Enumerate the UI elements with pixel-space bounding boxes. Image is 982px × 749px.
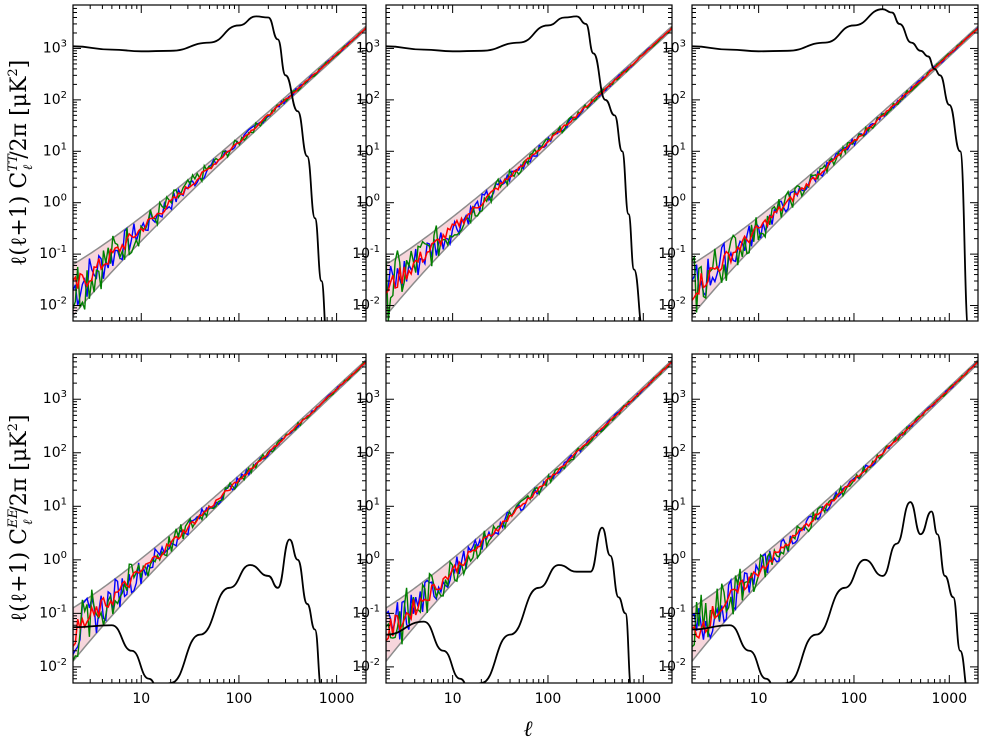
y-tick-label: 10-1 bbox=[658, 603, 686, 621]
panel-tt-1: 10-2 10-1 100 101 102 103 bbox=[39, 4, 367, 322]
panel-ee-2: 10-2 10-1 100 101 102 103 10 100 1000 bbox=[352, 353, 673, 707]
y-tick-label: 103 bbox=[43, 389, 67, 407]
y-tick-label: 103 bbox=[356, 38, 380, 56]
y-tick-label: 10-2 bbox=[39, 657, 67, 675]
panel-tt-2: 10-2 10-1 100 101 102 103 bbox=[352, 4, 673, 322]
mean-red-line bbox=[386, 27, 672, 294]
plot-area bbox=[386, 358, 672, 683]
x-axis-label: ℓ bbox=[523, 717, 533, 742]
plot-area bbox=[386, 15, 672, 321]
plot-area bbox=[692, 358, 978, 683]
x-tick-label: 100 bbox=[226, 691, 253, 707]
scatter-band bbox=[386, 358, 672, 663]
y-tick-label: 100 bbox=[662, 193, 686, 211]
y-tick-label: 101 bbox=[356, 496, 380, 514]
y-tick-label: 10-2 bbox=[352, 296, 380, 314]
y-tick-label: 101 bbox=[43, 496, 67, 514]
signal-black-line bbox=[692, 501, 967, 683]
x-tick-label: 100 bbox=[841, 691, 868, 707]
y-tick-label: 10-1 bbox=[352, 603, 380, 621]
y-tick-label: 102 bbox=[662, 90, 686, 108]
y-tick-label: 10-1 bbox=[352, 244, 380, 262]
x-tick-label: 10 bbox=[444, 691, 462, 707]
mean-red-line bbox=[386, 361, 672, 642]
y-tick-label: 10-2 bbox=[352, 657, 380, 675]
mean-red-line bbox=[692, 361, 978, 640]
scatter-band bbox=[73, 358, 366, 663]
mean-red-line bbox=[692, 27, 978, 301]
y-tick-label: 101 bbox=[356, 141, 380, 159]
y-axis-label: ℓ(ℓ+1) CEEℓ/2π [μK2] bbox=[6, 415, 36, 623]
mean-red-line bbox=[73, 361, 366, 647]
y-tick-label: 102 bbox=[356, 90, 380, 108]
y-tick-label: 102 bbox=[43, 90, 67, 108]
y-tick-label: 100 bbox=[43, 193, 67, 211]
x-tick-label: 1000 bbox=[625, 691, 661, 707]
y-tick-label: 101 bbox=[662, 496, 686, 514]
signal-black-line bbox=[73, 538, 321, 683]
y-tick-label: 10-2 bbox=[658, 657, 686, 675]
plot-area bbox=[73, 15, 366, 321]
plot-area bbox=[73, 358, 366, 683]
y-axis-label: ℓ(ℓ+1) CTTℓ/2π [μK2] bbox=[6, 60, 36, 267]
y-tick-label: 10-1 bbox=[39, 603, 67, 621]
y-tick-label: 100 bbox=[43, 550, 67, 568]
y-tick-label: 101 bbox=[43, 141, 67, 159]
sample-green-line bbox=[73, 361, 366, 661]
plot-area bbox=[692, 8, 978, 321]
panel-ee-1: 10-2 10-1 100 101 102 103 10 100 1000 bbox=[39, 353, 367, 707]
y-tick-label: 10-1 bbox=[658, 244, 686, 262]
y-tick-label: 101 bbox=[662, 141, 686, 159]
signal-black-line bbox=[692, 8, 968, 321]
y-tick-label: 102 bbox=[43, 443, 67, 461]
signal-black-line bbox=[386, 526, 632, 683]
signal-black-line bbox=[386, 15, 642, 321]
scatter-band bbox=[692, 358, 978, 663]
scatter-band bbox=[386, 25, 672, 317]
scatter-band bbox=[73, 25, 366, 317]
y-tick-label: 103 bbox=[662, 389, 686, 407]
sample-green-line bbox=[386, 26, 672, 321]
y-tick-label: 10-2 bbox=[39, 296, 67, 314]
y-tick-label: 100 bbox=[662, 550, 686, 568]
y-tick-label: 10-2 bbox=[658, 296, 686, 314]
y-tick-label: 100 bbox=[356, 193, 380, 211]
x-tick-label: 10 bbox=[132, 691, 150, 707]
y-tick-label: 103 bbox=[356, 389, 380, 407]
panel-ee-3: 10-2 10-1 100 101 102 103 10 100 1000 bbox=[658, 353, 979, 707]
x-tick-label: 10 bbox=[750, 691, 768, 707]
signal-black-line bbox=[73, 15, 326, 321]
y-tick-label: 103 bbox=[662, 38, 686, 56]
y-tick-label: 102 bbox=[662, 443, 686, 461]
y-tick-label: 103 bbox=[43, 38, 67, 56]
x-tick-label: 1000 bbox=[931, 691, 967, 707]
y-tick-label: 10-1 bbox=[39, 244, 67, 262]
x-tick-label: 1000 bbox=[319, 691, 355, 707]
y-tick-label: 100 bbox=[356, 550, 380, 568]
y-tick-label: 102 bbox=[356, 443, 380, 461]
mean-red-line bbox=[73, 27, 366, 289]
x-tick-label: 100 bbox=[535, 691, 562, 707]
panel-tt-3: 10-2 10-1 100 101 102 103 bbox=[658, 4, 979, 322]
